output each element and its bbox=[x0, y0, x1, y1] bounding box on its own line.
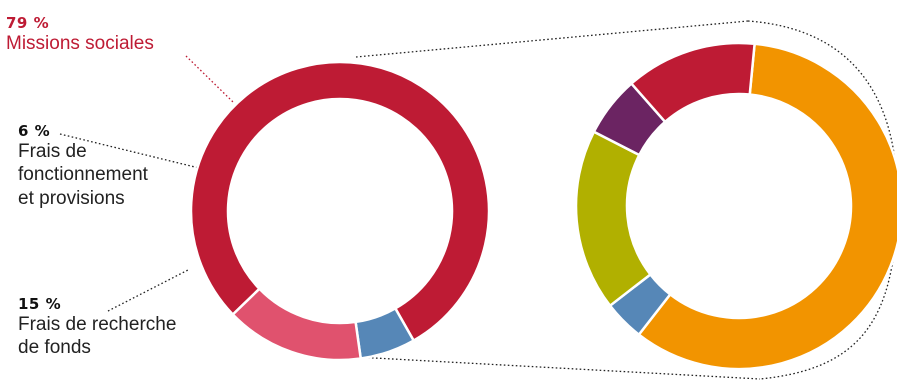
recherche-text: Frais de recherche de fonds bbox=[18, 313, 176, 359]
fonctionnement-line-2: fonctionnement bbox=[18, 164, 148, 186]
label-recherche-fonds: 15 % Frais de recherche de fonds bbox=[18, 295, 176, 360]
missions-text: Missions sociales bbox=[6, 33, 154, 55]
detail-slice-1 bbox=[637, 42, 897, 371]
detail-slice-3 bbox=[574, 130, 652, 307]
fonctionnement-line-3: et provisions bbox=[18, 187, 125, 209]
connector-lines bbox=[59, 20, 897, 380]
main-slice-3 bbox=[231, 287, 362, 362]
fonctionnement-line-1: Frais de bbox=[18, 141, 87, 163]
donut-chart-detail bbox=[574, 41, 897, 371]
detail-slice-5 bbox=[630, 41, 756, 124]
label-frais-fonctionnement: 6 % Frais de fonctionnement et provision… bbox=[18, 122, 148, 210]
fonctionnement-text: Frais de fonctionnement et provisions bbox=[18, 140, 148, 210]
missions-leader-line bbox=[185, 55, 234, 103]
missions-percent: 79 % bbox=[6, 14, 50, 32]
recherche-leader-line bbox=[107, 269, 189, 312]
donut-chart-main bbox=[189, 60, 491, 362]
recherche-line-1: Frais de recherche bbox=[18, 314, 177, 336]
recherche-line-2: de fonds bbox=[18, 337, 91, 359]
fonctionnement-percent: 6 % bbox=[18, 122, 51, 140]
recherche-percent: 15 % bbox=[18, 295, 62, 313]
label-missions-sociales: 79 % Missions sociales bbox=[6, 14, 154, 55]
zoom-top-line bbox=[355, 20, 749, 58]
main-slice-1 bbox=[189, 60, 491, 342]
zoom-bottom-line bbox=[355, 356, 761, 380]
